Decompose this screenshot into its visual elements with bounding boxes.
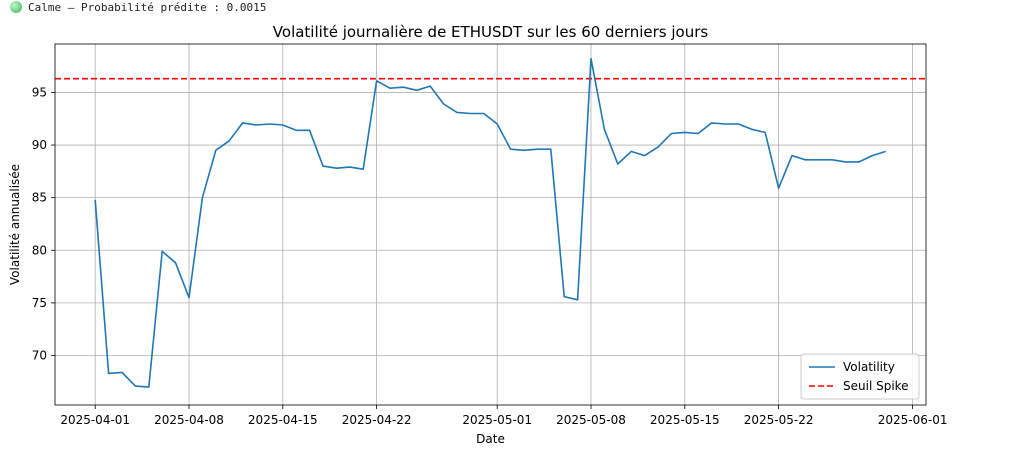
x-tick-label: 2025-05-15 [650, 413, 720, 427]
y-tick-label: 80 [32, 243, 47, 257]
y-tick-label: 75 [32, 296, 47, 310]
green-circle-icon [10, 1, 22, 13]
y-tick-label: 90 [32, 138, 47, 152]
x-axis-label: Date [476, 432, 505, 446]
prediction-status: Calme — Probabilité prédite : 0.0015 [10, 0, 266, 14]
volatility-line [94, 57, 887, 388]
y-tick-label: 95 [32, 85, 47, 99]
plot-frame [54, 43, 927, 406]
y-tick-label: 70 [32, 349, 47, 363]
x-tick-label: 2025-05-01 [462, 413, 532, 427]
x-tick-label: 2025-06-01 [878, 413, 948, 427]
x-tick-label: 2025-05-22 [744, 413, 814, 427]
legend-threshold-label: Seuil Spike [843, 379, 909, 393]
chart-title: Volatilité journalière de ETHUSDT sur le… [273, 23, 709, 41]
x-tick-label: 2025-05-08 [556, 413, 626, 427]
y-axis-label: Volatilité annualisée [8, 164, 22, 285]
x-tick-label: 2025-04-08 [154, 413, 224, 427]
x-tick-label: 2025-04-22 [342, 413, 412, 427]
x-tick-label: 2025-04-01 [60, 413, 130, 427]
legend [800, 353, 920, 400]
y-tick-label: 85 [32, 191, 47, 205]
x-tick-label: 2025-04-15 [248, 413, 318, 427]
legend-volatility-label: Volatility [843, 360, 895, 374]
prediction-status-text: Calme — Probabilité prédite : 0.0015 [28, 0, 267, 14]
